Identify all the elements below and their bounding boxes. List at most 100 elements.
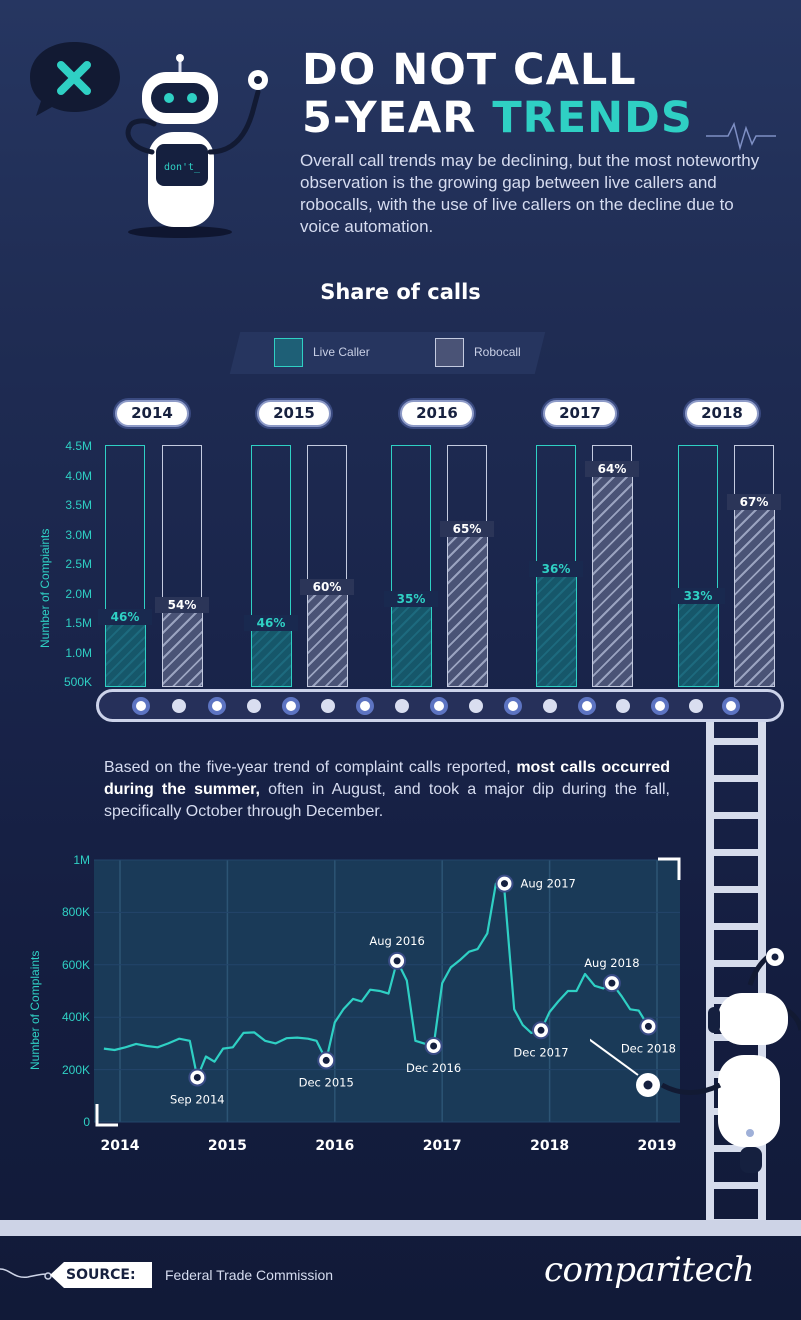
trend-paragraph-part2: often in August, and took a major dip du… [104,781,671,820]
annotation-label: Dec 2016 [406,1061,461,1075]
year-pill-2017: 2017 [543,400,617,427]
annotation-label: Aug 2016 [369,934,424,948]
brand-logo: comparitech [544,1250,755,1290]
live-bar-2017 [535,569,577,687]
robo-bar-frame [161,445,203,687]
annotation-marker-dot [500,880,508,888]
annotation-marker-dot [322,1056,330,1064]
live-bar-frame [250,445,292,687]
conveyor-roller [616,699,630,713]
speech-bubble-x-icon [30,42,120,116]
line-x-tick: 2016 [315,1138,355,1154]
robot-illustration: don't_ [125,54,268,238]
tag-string-icon [0,1268,53,1280]
robo-bar-frame [446,445,488,687]
live-bar-label: 33% [671,587,725,604]
conveyor-roller [132,697,150,715]
share-section-title: Share of calls [320,280,481,304]
annotation-marker-dot [393,957,401,965]
line-x-tick: 2018 [530,1138,570,1154]
year-pill-2016: 2016 [400,400,474,427]
robo-bar-2014 [161,605,203,687]
ladder-rung [706,849,766,856]
floor-bar [0,1220,801,1236]
robot-on-ladder-illustration [590,948,801,1173]
bar-y-tick: 3.5M [65,498,92,512]
live-bar-frame [677,445,719,687]
robo-bar-2015 [306,587,348,687]
page-title-line1: DO NOT CALL [302,45,637,95]
ladder-rung [706,1145,766,1152]
ladder-rung [706,775,766,782]
annotation-label: Dec 2017 [513,1045,568,1059]
ladder-right-rail [758,722,766,1232]
robo-bar-frame [733,445,775,687]
robo-bar-label: 65% [440,521,494,538]
trend-paragraph-part1: Based on the five-year trend of complain… [104,759,517,776]
bar-chart-y-axis-title: Number of Compiaints [38,528,52,648]
source-value: Federal Trade Commission [165,1267,334,1283]
line-y-tick: 0 [83,1115,90,1129]
robot-screen-text: don't_ [164,162,201,173]
line-y-tick: 1M [73,853,90,867]
line-y-tick: 200K [61,1062,90,1077]
annotation-label: Dec 2018 [621,1041,676,1055]
conveyor-roller [689,699,703,713]
live-bar-2015 [250,623,292,687]
conveyor-roller [578,697,596,715]
robo-bar-frame [306,445,348,687]
bar-y-tick: 2.5M [65,557,92,571]
conveyor-roller [282,697,300,715]
bar-y-tick: 1.5M [65,616,92,630]
bar-y-tick: 500K [63,675,92,689]
line-x-tick: 2014 [100,1138,140,1154]
conveyor-roller [247,699,261,713]
annotation-label: Dec 2015 [299,1075,354,1089]
bar-y-tick: 4.5M [65,439,92,453]
live-bar-label: 35% [384,590,438,607]
ladder-rung [706,960,766,967]
line-x-tick: 2019 [637,1138,677,1154]
ladder-left-rail [706,722,714,1232]
ladder-rung [706,923,766,930]
legend-live-caller: Live Caller [274,337,370,367]
conveyor-belt [96,689,784,722]
live-bar-2014 [104,617,146,687]
line-x-tick: 2015 [207,1138,247,1154]
robo-bar-2017 [591,469,633,687]
line-x-tick: 2017 [422,1138,462,1154]
ladder-rung [706,886,766,893]
bar-y-tick: 2.0M [65,586,92,601]
live-bar-frame [104,445,146,687]
robo-bar-2016 [446,529,488,687]
robo-bar-2018 [733,502,775,687]
bar-y-tick: 4.0M [65,468,92,483]
conveyor-roller [321,699,335,713]
robo-bar-label: 60% [300,578,354,595]
line-y-tick: 400K [61,1010,90,1025]
bar-y-tick: 3.0M [65,527,92,542]
annotation-marker-dot [537,1026,545,1034]
conveyor-roller [504,697,522,715]
title-accent: TRENDS [492,93,693,143]
legend-live-swatch [274,337,303,367]
live-bar-label: 46% [98,608,152,625]
annotation-marker-dot [644,1022,652,1030]
ladder-rung [706,738,766,745]
conveyor-roller [356,697,374,715]
intro-text: Overall call trends may be declining, bu… [300,151,760,236]
annotation-marker-dot [608,979,616,987]
robo-bar-label: 64% [585,461,639,478]
source-tag: SOURCE: [50,1262,152,1288]
live-bar-2018 [677,596,719,687]
line-chart: Sep 2014 Dec 2015 Aug 2016 Dec 2016 Aug 2017… [94,859,680,1123]
trend-paragraph: Based on the five-year trend of complain… [104,757,670,823]
complaints-series-line [103,882,650,1079]
legend-live-label: Live Caller [313,345,370,359]
robo-bar-label: 54% [155,596,209,613]
title-prefix: 5-YEAR [302,93,493,143]
conveyor-roller [395,699,409,713]
conveyor-roller [172,699,186,713]
conveyor-roller [430,697,448,715]
line-y-tick: 800K [61,905,90,920]
